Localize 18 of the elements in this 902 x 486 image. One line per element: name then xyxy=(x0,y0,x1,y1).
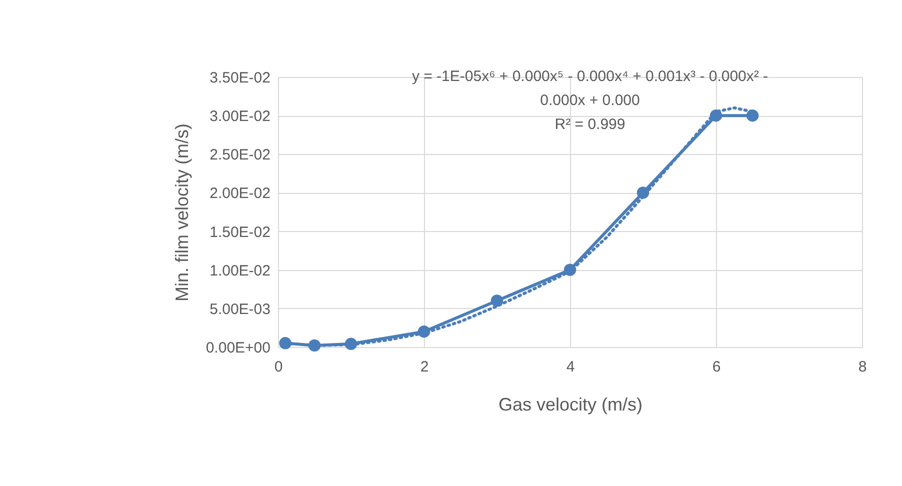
y-axis-title: Min. film velocity (m/s) xyxy=(172,123,192,302)
y-tick-label: 3.50E-02 xyxy=(210,70,270,86)
y-tick-label: 1.00E-02 xyxy=(210,262,270,280)
y-tick-label: 2.50E-02 xyxy=(210,146,270,164)
x-tick-label: 2 xyxy=(420,358,429,376)
x-tick-label: 8 xyxy=(858,358,867,376)
y-tick-label: 3.00E-02 xyxy=(210,108,270,126)
x-axis-title: Gas velocity (m/s) xyxy=(498,394,643,414)
point xyxy=(746,109,759,122)
y-tick-label: 2.00E-02 xyxy=(210,185,270,202)
y-tick-label: 1.50E-02 xyxy=(210,224,270,241)
y-tick-label: 5.00E-03 xyxy=(210,300,270,318)
x-tick-label: 0 xyxy=(274,358,283,376)
annotation: R² = 0.999 xyxy=(554,116,626,133)
y-tick-label: 0.00E+00 xyxy=(206,340,270,356)
annotation: y = -1E-05x⁶ + 0.000x⁵ - 0.000x⁴ + 0.001x³ - 0.000x² - 0.000x + 0.000 xyxy=(412,68,768,109)
x-tick-label: 4 xyxy=(566,358,575,376)
x-tick-label: 6 xyxy=(712,358,721,376)
